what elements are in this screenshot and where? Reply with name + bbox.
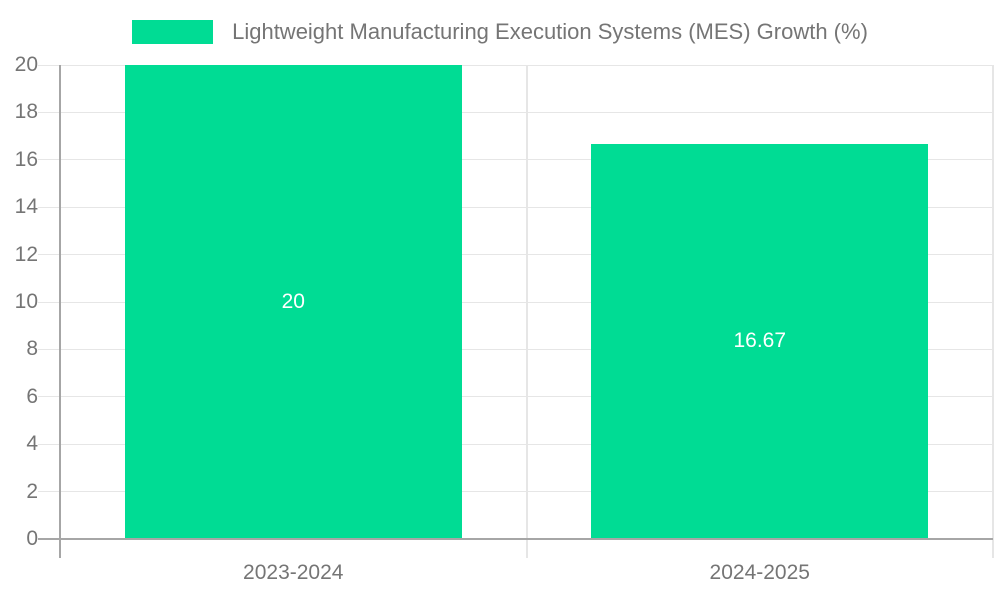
y-axis-tick-label: 18 bbox=[14, 100, 38, 124]
y-axis-tick-label: 16 bbox=[14, 147, 38, 171]
h-gridline bbox=[38, 111, 993, 113]
y-axis-tick-label: 20 bbox=[14, 53, 38, 76]
h-gridline bbox=[38, 491, 993, 493]
chart-legend: Lightweight Manufacturing Execution Syst… bbox=[0, 19, 1000, 45]
h-gridline bbox=[38, 206, 993, 208]
y-axis-tick-label: 0 bbox=[26, 527, 38, 550]
h-gridline bbox=[38, 396, 993, 398]
bar bbox=[124, 65, 462, 539]
h-gridline bbox=[38, 301, 993, 303]
x-axis-tick-label: 2023-2024 bbox=[243, 561, 344, 584]
h-gridline bbox=[38, 443, 993, 445]
y-axis-tick-label: 6 bbox=[26, 384, 38, 408]
y-axis-tick-label: 2 bbox=[26, 479, 38, 503]
legend-swatch bbox=[132, 20, 214, 44]
bar-value-label: 16.67 bbox=[733, 329, 787, 353]
y-axis-tick-label: 14 bbox=[14, 195, 38, 219]
y-axis-tick-label: 10 bbox=[14, 290, 38, 313]
h-gridline bbox=[38, 348, 993, 350]
bar-value-label: 20 bbox=[281, 290, 305, 313]
x-axis-tick-label: 2024-2025 bbox=[709, 561, 810, 584]
x-axis-line bbox=[38, 538, 993, 540]
y-axis-tick-label: 4 bbox=[26, 432, 38, 456]
y-axis-tick-label: 12 bbox=[14, 242, 38, 266]
h-gridline bbox=[38, 159, 993, 161]
y-axis-tick-label: 8 bbox=[26, 337, 38, 361]
h-gridline bbox=[38, 254, 993, 256]
h-gridline bbox=[38, 64, 993, 66]
v-gridline bbox=[525, 65, 528, 558]
y-axis-line bbox=[59, 65, 61, 558]
v-gridline bbox=[992, 65, 994, 558]
bar bbox=[591, 143, 929, 539]
chart-title: Lightweight Manufacturing Execution Syst… bbox=[232, 19, 868, 44]
